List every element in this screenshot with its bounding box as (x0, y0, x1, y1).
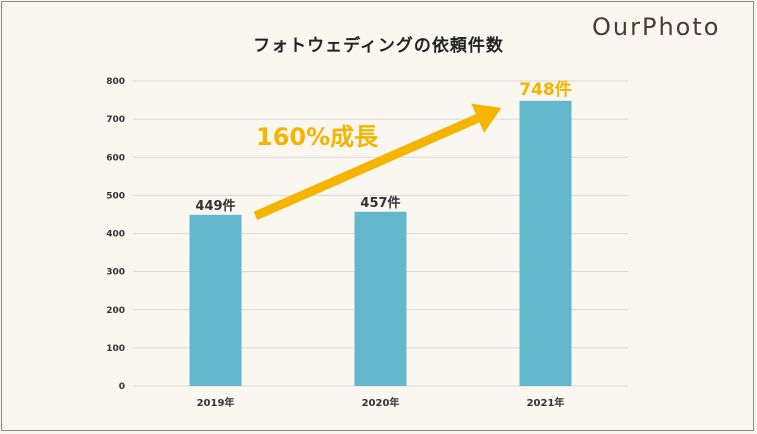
chart-title: フォトウェディングの依頼件数 (253, 36, 504, 56)
growth-annotation: 160%成長 (253, 103, 502, 220)
bar-2020年 (354, 211, 407, 386)
y-tick-label: 0 (119, 382, 125, 392)
y-tick-label: 700 (106, 115, 125, 125)
x-tick-label: 2020年 (362, 396, 400, 409)
y-axis: 0 100 200 300 400 500 600 700 800 (106, 77, 125, 392)
bar-2019年 (189, 214, 242, 386)
data-label: 449件 (195, 198, 235, 214)
y-tick-label: 600 (106, 153, 125, 163)
data-labels: 449件 457件 748件 (195, 79, 571, 214)
x-tick-label: 2021年 (527, 396, 565, 409)
data-label: 748件 (519, 79, 572, 100)
data-label: 457件 (360, 195, 400, 211)
growth-label: 160%成長 (256, 123, 379, 151)
ourphoto-logo: OurPhoto (592, 13, 721, 41)
y-tick-label: 300 (106, 268, 125, 278)
x-tick-label: 2019年 (197, 396, 235, 409)
y-tick-label: 500 (106, 191, 125, 201)
y-tick-label: 200 (106, 306, 125, 316)
bars (189, 100, 572, 386)
y-tick-label: 100 (106, 344, 125, 354)
y-tick-label: 800 (106, 77, 125, 87)
growth-arrow-shaft (253, 114, 480, 220)
bar-2021年 (519, 100, 572, 386)
y-tick-label: 400 (106, 230, 125, 240)
x-axis: 2019年 2020年 2021年 (197, 396, 565, 409)
growth-arrow-head (471, 103, 502, 133)
